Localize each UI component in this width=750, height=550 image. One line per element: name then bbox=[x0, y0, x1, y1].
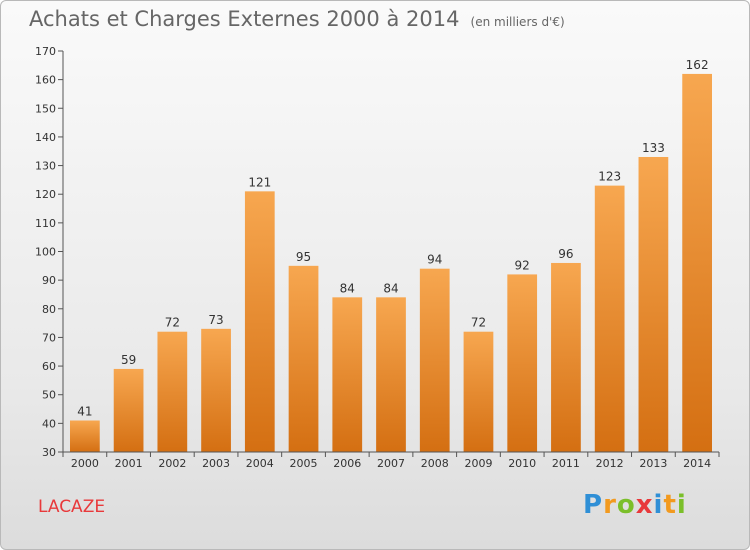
bar-2012 bbox=[594, 185, 625, 452]
y-tick-label: 70 bbox=[42, 331, 56, 344]
bar-2000 bbox=[69, 420, 100, 452]
bar-2003 bbox=[201, 328, 231, 452]
bar-2009 bbox=[463, 331, 494, 452]
bar-2007 bbox=[376, 297, 406, 452]
data-label-2012: 123 bbox=[598, 170, 621, 184]
x-tick-label-2013: 2013 bbox=[639, 457, 667, 470]
y-tick-label: 140 bbox=[35, 131, 56, 144]
logo-letter: t bbox=[663, 490, 677, 520]
y-tick-label: 100 bbox=[35, 246, 56, 259]
bar-2011 bbox=[551, 262, 581, 452]
bar-2005 bbox=[288, 265, 319, 452]
x-tick-label-2004: 2004 bbox=[246, 457, 274, 470]
x-tick-label-2009: 2009 bbox=[464, 457, 492, 470]
logo-letter: x bbox=[635, 490, 654, 520]
x-tick-label-2006: 2006 bbox=[333, 457, 361, 470]
bar-2002 bbox=[157, 331, 188, 452]
data-label-2011: 96 bbox=[558, 247, 573, 261]
commune-name: LACAZE bbox=[38, 497, 106, 517]
data-label-2006: 84 bbox=[340, 281, 355, 295]
bar-2010 bbox=[507, 274, 538, 452]
y-tick-label: 50 bbox=[42, 389, 56, 402]
bar-2008 bbox=[419, 268, 450, 452]
x-tick-label-2011: 2011 bbox=[552, 457, 580, 470]
x-tick-label-2005: 2005 bbox=[290, 457, 318, 470]
logo-letter: o bbox=[616, 490, 636, 520]
x-tick-label-2008: 2008 bbox=[421, 457, 449, 470]
data-label-2003: 73 bbox=[208, 313, 223, 327]
logo-letter: i bbox=[653, 490, 664, 520]
bar-2006 bbox=[332, 297, 363, 452]
chart-subtitle: (en milliers d'€) bbox=[470, 15, 565, 29]
bars-layer bbox=[69, 73, 713, 453]
x-tick-label-2014: 2014 bbox=[683, 457, 711, 470]
data-label-2009: 72 bbox=[471, 316, 486, 330]
bar-2001 bbox=[113, 368, 144, 452]
y-tick-label: 130 bbox=[35, 160, 56, 173]
chart-title: Achats et Charges Externes 2000 à 2014 bbox=[29, 7, 460, 31]
proxiti-logo[interactable]: Proxiti bbox=[583, 490, 687, 520]
data-label-2008: 94 bbox=[427, 253, 442, 267]
logo-letter: P bbox=[583, 490, 604, 520]
x-tick-label-2003: 2003 bbox=[202, 457, 230, 470]
y-tick-label: 90 bbox=[42, 274, 56, 287]
y-tick-label: 40 bbox=[42, 417, 56, 430]
x-tick-label-2010: 2010 bbox=[508, 457, 536, 470]
axes-layer bbox=[58, 50, 720, 457]
y-tick-label: 60 bbox=[42, 360, 56, 373]
x-tick-label-2007: 2007 bbox=[377, 457, 405, 470]
bar-2014 bbox=[682, 73, 713, 453]
data-label-2013: 133 bbox=[642, 141, 665, 155]
y-tick-label: 120 bbox=[35, 188, 56, 201]
labels-layer: 30 40 50 60 70 80 90 100 110 120 130 140 150 160 170 41… bbox=[35, 45, 711, 470]
y-tick-label: 170 bbox=[35, 45, 56, 58]
data-label-2005: 95 bbox=[296, 250, 311, 264]
data-label-2010: 92 bbox=[515, 258, 530, 272]
data-label-2014: 162 bbox=[686, 58, 709, 72]
data-label-2001: 59 bbox=[121, 353, 136, 367]
y-tick-label: 160 bbox=[35, 74, 56, 87]
y-tick-label: 150 bbox=[35, 102, 56, 115]
logo-letter: i bbox=[676, 490, 687, 520]
y-tick-label: 110 bbox=[35, 217, 56, 230]
bar-2004 bbox=[244, 191, 275, 452]
title-row: Achats et Charges Externes 2000 à 2014 (… bbox=[29, 7, 565, 31]
x-tick-label-2000: 2000 bbox=[71, 457, 99, 470]
logo-letter: r bbox=[603, 490, 617, 520]
x-tick-label-2001: 2001 bbox=[115, 457, 143, 470]
data-label-2002: 72 bbox=[165, 316, 180, 330]
x-tick-label-2002: 2002 bbox=[158, 457, 186, 470]
data-label-2007: 84 bbox=[383, 281, 398, 295]
data-label-2000: 41 bbox=[77, 404, 92, 418]
y-tick-label: 80 bbox=[42, 303, 56, 316]
y-tick-label: 30 bbox=[42, 446, 56, 459]
data-label-2004: 121 bbox=[248, 175, 271, 189]
bar-2013 bbox=[638, 156, 669, 452]
x-tick-label-2012: 2012 bbox=[596, 457, 624, 470]
